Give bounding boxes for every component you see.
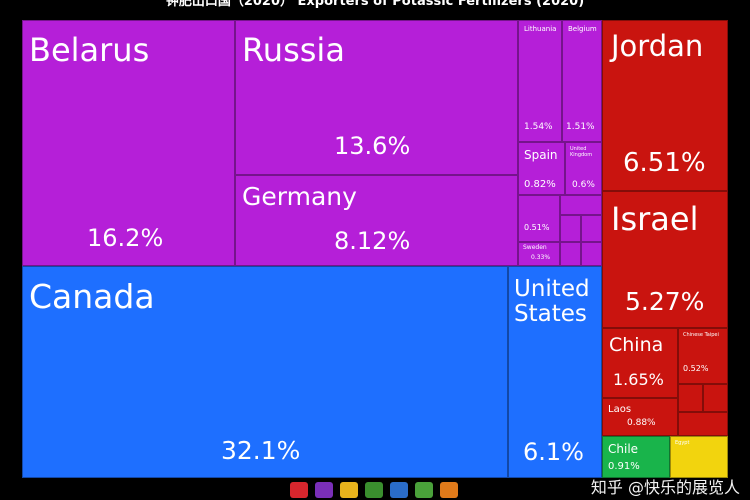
tile-value: 16.2% [87,224,164,252]
tile-minor-7 [678,412,728,436]
tile-label: Spain [524,148,558,162]
tile-united-states: United States 6.1% [508,266,602,478]
tile-minor-1 [560,215,581,242]
tile-minor-4 [581,242,602,266]
tile-chinese-taipei: Chinese Taipei 0.52% [678,328,728,384]
tile-label: Germany [242,182,357,211]
tile-spain: Spain 0.82% [518,142,565,195]
tile-label: Israel [611,200,699,238]
tile-egypt: Egypt [670,436,728,478]
tile-united-kingdom: United Kingdom 0.6% [565,142,602,195]
tile-value: 0.88% [627,418,656,428]
tile-sweden: Sweden 0.33% [518,242,560,266]
tile-israel: Israel 5.27% [602,191,728,328]
tile-jordan: Jordan 6.51% [602,20,728,191]
footer-icon-0[interactable] [290,482,308,498]
tile-value: 0.51% [524,223,550,232]
tile-minor-6 [703,384,728,412]
footer-icon-2[interactable] [340,482,358,498]
tile-label: China [609,334,664,356]
footer-icon-3[interactable] [365,482,383,498]
footer-icon-6[interactable] [440,482,458,498]
tile-label: United Kingdom [570,146,593,158]
tile-item-15: 0.51% [518,195,560,242]
tile-label: Chinese Taipei [683,332,719,338]
tile-russia: Russia 13.6% [235,20,518,175]
tile-label: Canada [29,277,155,316]
tile-value: 6.51% [623,148,706,178]
tile-label: Laos [608,404,632,415]
tile-value: 0.52% [683,364,709,373]
footer-icon-4[interactable] [390,482,408,498]
tile-value: 0.33% [531,254,551,261]
footer-bar: 知乎 @快乐的展览人 [0,478,750,500]
tile-label: Belarus [29,31,150,69]
tile-value: 5.27% [625,287,705,316]
watermark: 知乎 @快乐的展览人 [590,478,740,497]
tile-belarus: Belarus 16.2% [22,20,235,266]
footer-icon-5[interactable] [415,482,433,498]
footer-icon-1[interactable] [315,482,333,498]
tile-label: Chile [608,442,639,456]
tile-value: 0.82% [524,179,556,190]
tile-minor-5 [678,384,703,412]
tile-label: Egypt [675,440,690,446]
tile-germany: Germany 8.12% [235,175,518,266]
tile-minor-2 [581,215,602,242]
tile-value: 0.91% [608,461,640,472]
tile-value: 6.1% [523,438,584,466]
tile-label: Lithuania [524,25,557,33]
tile-value: 1.65% [613,370,664,389]
tile-value: 13.6% [334,132,411,160]
tile-value: 32.1% [221,436,301,465]
tile-minor-0 [560,195,602,215]
tile-canada: Canada 32.1% [22,266,508,478]
chart-title: 钾肥出口国（2020） Exporters of Potassic Fertil… [165,0,585,9]
tile-label: Jordan [611,29,704,63]
tile-label: United States [514,276,590,328]
tile-laos: Laos 0.88% [602,398,678,436]
tile-value: 8.12% [334,227,411,255]
tile-value: 0.6% [572,180,595,190]
tile-belgium: Belgium 1.51% [562,20,602,142]
tile-value: 1.51% [566,122,595,132]
tile-label: Belgium [568,25,597,33]
tile-label: Russia [242,31,345,69]
tile-value: 1.54% [524,122,553,132]
tile-label: Sweden [523,244,547,251]
tile-china: China 1.65% [602,328,678,398]
tile-chile: Chile 0.91% [602,436,670,478]
tile-lithuania: Lithuania 1.54% [518,20,562,142]
tile-minor-3 [560,242,581,266]
